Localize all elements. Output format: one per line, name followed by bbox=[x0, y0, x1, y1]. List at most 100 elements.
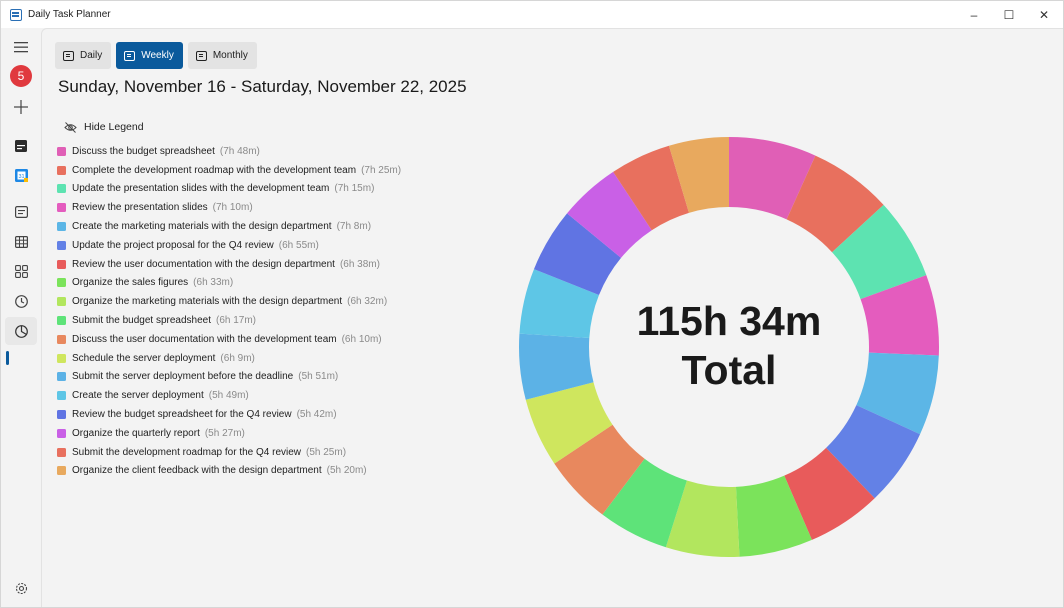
donut-slice[interactable] bbox=[832, 204, 927, 300]
legend-label: Submit the development roadmap for the Q… bbox=[72, 446, 302, 458]
donut-slice[interactable] bbox=[665, 480, 740, 557]
donut-slice[interactable] bbox=[613, 145, 689, 231]
legend-item: Schedule the server deployment (6h 9m) bbox=[57, 349, 401, 368]
legend-swatch bbox=[57, 391, 66, 401]
legend-item: Create the marketing materials with the … bbox=[57, 217, 401, 236]
notification-badge: 5 bbox=[10, 65, 32, 87]
legend-swatch bbox=[57, 466, 66, 476]
tab-weekly[interactable]: Weekly bbox=[116, 42, 183, 69]
legend-label: Create the marketing materials with the … bbox=[72, 221, 332, 233]
legend-swatch bbox=[57, 184, 66, 194]
history-button[interactable] bbox=[5, 287, 37, 315]
legend-swatch bbox=[57, 316, 66, 326]
donut-slice[interactable] bbox=[860, 275, 939, 356]
legend-label: Schedule the server deployment bbox=[72, 352, 216, 364]
donut-slice[interactable] bbox=[668, 137, 729, 213]
legend-item: Complete the development roadmap with th… bbox=[57, 161, 401, 180]
month-grid-button[interactable] bbox=[5, 228, 37, 256]
calendar-button[interactable] bbox=[5, 132, 37, 160]
legend-duration: (5h 20m) bbox=[326, 465, 367, 477]
legend-item: Create the server deployment (5h 49m) bbox=[57, 386, 401, 405]
tab-label: Monthly bbox=[212, 50, 248, 61]
donut-slice[interactable] bbox=[567, 171, 652, 258]
notifications-button[interactable]: 5 bbox=[5, 62, 37, 90]
add-button[interactable] bbox=[5, 93, 37, 121]
legend-duration: (5h 42m) bbox=[296, 409, 337, 421]
chart-legend: Discuss the budget spreadsheet (7h 48m) Co… bbox=[57, 142, 401, 480]
legend-item: Review the budget spreadsheet for the Q4… bbox=[57, 405, 401, 424]
google-calendar-button[interactable]: 31 bbox=[5, 161, 37, 189]
legend-duration: (6h 38m) bbox=[339, 258, 380, 270]
google-calendar-icon: 31 bbox=[14, 168, 28, 182]
view-tabs: Daily Weekly Monthly bbox=[55, 42, 257, 69]
agenda-button[interactable] bbox=[5, 198, 37, 226]
donut-slice[interactable] bbox=[554, 424, 645, 515]
donut-slice[interactable] bbox=[729, 137, 816, 220]
donut-chart: 115h 34m Total bbox=[519, 137, 939, 557]
calendar-icon bbox=[63, 50, 74, 61]
calendar-icon bbox=[124, 50, 136, 61]
legend-swatch bbox=[57, 146, 66, 156]
legend-label: Update the presentation slides with the … bbox=[72, 183, 330, 195]
legend-duration: (6h 33m) bbox=[193, 277, 234, 289]
legend-swatch bbox=[57, 447, 66, 457]
legend-swatch bbox=[57, 259, 66, 269]
tab-label: Weekly bbox=[141, 50, 174, 61]
donut-slice[interactable] bbox=[602, 458, 687, 548]
statistics-button[interactable] bbox=[5, 317, 37, 345]
donut-slice[interactable] bbox=[786, 155, 884, 253]
legend-swatch bbox=[57, 222, 66, 232]
menu-button[interactable] bbox=[5, 33, 37, 61]
legend-swatch bbox=[57, 372, 66, 382]
legend-duration: (6h 17m) bbox=[215, 315, 256, 327]
settings-button[interactable] bbox=[5, 574, 37, 602]
legend-label: Review the presentation slides bbox=[72, 202, 208, 214]
legend-label: Complete the development roadmap with th… bbox=[72, 164, 357, 176]
legend-label: Discuss the user documentation with the … bbox=[72, 333, 337, 345]
legend-label: Update the project proposal for the Q4 r… bbox=[72, 239, 274, 251]
legend-duration: (7h 25m) bbox=[361, 164, 402, 176]
donut-slice[interactable] bbox=[519, 333, 594, 400]
close-button[interactable]: ✕ bbox=[1038, 7, 1050, 22]
donut-slice[interactable] bbox=[525, 382, 613, 464]
main-content: Daily Weekly Monthly Sunday, November 16… bbox=[41, 28, 1063, 607]
legend-duration: (6h 55m) bbox=[278, 239, 319, 251]
donut-slice[interactable] bbox=[856, 352, 939, 435]
legend-swatch bbox=[57, 165, 66, 175]
legend-item: Submit the server deployment before the … bbox=[57, 368, 401, 387]
plus-icon bbox=[14, 100, 28, 114]
hide-legend-label: Hide Legend bbox=[84, 121, 144, 133]
donut-slice[interactable] bbox=[735, 475, 812, 557]
window-title: Daily Task Planner bbox=[28, 9, 111, 20]
calendar-icon bbox=[195, 50, 207, 61]
donut-slice[interactable] bbox=[826, 405, 921, 499]
legend-duration: (6h 10m) bbox=[341, 333, 382, 345]
legend-label: Organize the marketing materials with th… bbox=[72, 296, 343, 308]
legend-item: Organize the client feedback with the de… bbox=[57, 462, 401, 481]
tab-monthly[interactable]: Monthly bbox=[187, 42, 257, 69]
tab-daily[interactable]: Daily bbox=[55, 42, 112, 69]
widgets-button[interactable] bbox=[5, 257, 37, 285]
legend-duration: (7h 10m) bbox=[212, 202, 253, 214]
legend-swatch bbox=[57, 353, 66, 363]
legend-item: Submit the budget spreadsheet (6h 17m) bbox=[57, 311, 401, 330]
sidebar: 5 31 bbox=[1, 28, 41, 607]
calendar-icon bbox=[15, 140, 27, 152]
chart-total-value: 115h 34m bbox=[637, 298, 822, 344]
legend-duration: (7h 8m) bbox=[336, 221, 372, 233]
minimize-button[interactable]: – bbox=[970, 7, 978, 22]
legend-swatch bbox=[57, 203, 66, 213]
maximize-button[interactable]: ☐ bbox=[1003, 7, 1015, 22]
donut-slice[interactable] bbox=[519, 269, 599, 339]
legend-item: Review the user documentation with the d… bbox=[57, 255, 401, 274]
donut-slice[interactable] bbox=[533, 213, 622, 296]
legend-label: Organize the client feedback with the de… bbox=[72, 465, 322, 477]
donut-slice[interactable] bbox=[784, 447, 875, 540]
legend-item: Update the project proposal for the Q4 r… bbox=[57, 236, 401, 255]
legend-duration: (5h 27m) bbox=[204, 427, 245, 439]
legend-duration: (7h 48m) bbox=[219, 145, 260, 157]
legend-duration: (5h 51m) bbox=[298, 371, 339, 383]
legend-swatch bbox=[57, 410, 66, 420]
hide-legend-button[interactable]: Hide Legend bbox=[64, 121, 144, 133]
